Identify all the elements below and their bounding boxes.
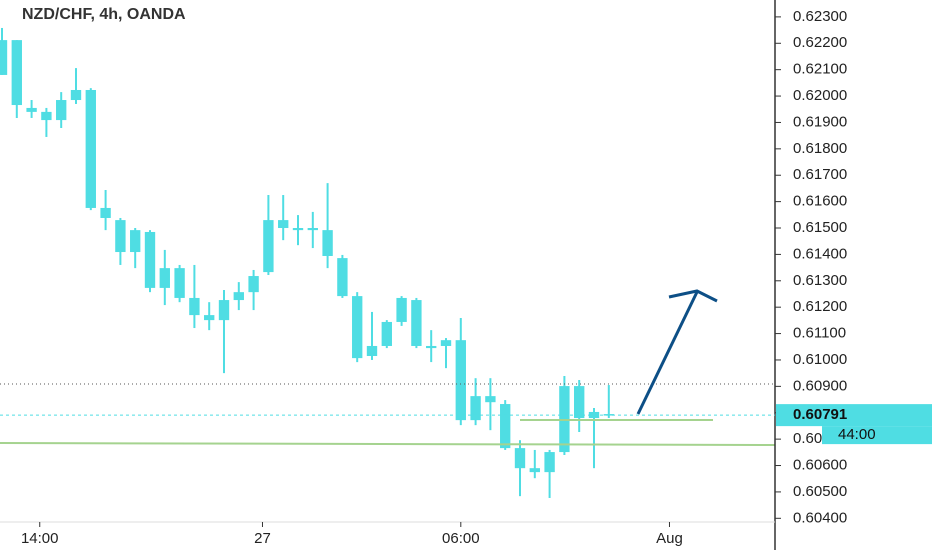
countdown-tag — [822, 426, 932, 445]
y-tick-label: 0.60900 — [793, 377, 847, 394]
x-tick-label: 27 — [254, 530, 271, 547]
y-tick-label: 0.61600 — [793, 193, 847, 210]
arrow — [636, 291, 699, 415]
y-tick-label: 0.61400 — [793, 245, 847, 262]
candle-body — [218, 300, 230, 321]
y-tick-label: 0.62300 — [793, 8, 847, 25]
y-tick-label: 0.61300 — [793, 272, 847, 289]
candle-body — [174, 268, 185, 298]
y-tick-label: 0.61800 — [793, 140, 847, 157]
chart-title: NZD/CHF, 4h, OANDA — [22, 6, 186, 23]
y-tick-label: 0.62200 — [793, 34, 847, 51]
candle-body — [56, 100, 67, 121]
y-tick-label: 0.60600 — [793, 456, 847, 473]
y-tick-label: 0.61700 — [793, 166, 847, 183]
last-price-tag — [776, 404, 932, 427]
x-tick-label: 06:00 — [442, 530, 480, 547]
y-tick-label: 0.61900 — [793, 113, 847, 130]
y-tick-label: 0.62000 — [793, 87, 847, 104]
candle-body — [189, 297, 200, 316]
candle-body — [26, 107, 37, 112]
y-tick-label: 0.61100 — [793, 325, 846, 342]
candle-body — [529, 468, 540, 473]
y-tick-label: 0.61500 — [793, 219, 847, 236]
candle-body — [574, 386, 585, 419]
candle-body — [85, 89, 96, 208]
candle-body — [396, 297, 407, 322]
candle-body — [544, 452, 555, 473]
candle-body — [411, 300, 422, 346]
candle-body — [263, 220, 274, 273]
candle-body — [248, 276, 259, 293]
countdown-label: 44:00 — [838, 426, 876, 443]
x-tick-label: Aug — [656, 530, 683, 547]
candle-body — [588, 411, 600, 419]
candle-body — [159, 268, 170, 288]
candle-body — [233, 292, 244, 301]
candle-body — [307, 228, 318, 231]
y-tick-label: 0.60400 — [793, 509, 847, 526]
candle-body — [278, 220, 289, 229]
candle-body — [292, 228, 304, 231]
candle-body — [500, 404, 511, 449]
y-tick-label: 0.61200 — [793, 298, 847, 315]
candle-body — [440, 340, 452, 346]
candle-body — [381, 321, 392, 346]
candle-body — [455, 340, 466, 421]
candle-body — [485, 396, 496, 403]
candle-body — [144, 231, 156, 288]
candle-body — [514, 448, 526, 469]
candle-body — [0, 40, 8, 75]
plot-area — [0, 27, 614, 498]
candle-body — [352, 296, 363, 359]
arrow-head — [668, 289, 718, 303]
candle-body — [11, 40, 22, 106]
candle-body — [204, 315, 215, 321]
trend-line — [0, 442, 776, 446]
candle-body — [100, 207, 111, 218]
candle-body — [322, 230, 333, 256]
y-tick-label: 0.62100 — [793, 61, 847, 78]
x-tick-label: 14:00 — [21, 530, 59, 547]
y-tick-label: 0.60500 — [793, 483, 847, 500]
candle-body — [115, 220, 126, 253]
candle-body — [41, 111, 52, 121]
y-tick-label: 0.61000 — [793, 351, 847, 368]
candle-body — [366, 345, 378, 357]
candle-body — [470, 396, 481, 421]
last-price-label: 0.60791 — [793, 406, 847, 423]
candle-body — [70, 89, 82, 101]
candle-body — [426, 345, 437, 349]
candle-body — [130, 230, 141, 253]
candle-body — [337, 258, 348, 297]
